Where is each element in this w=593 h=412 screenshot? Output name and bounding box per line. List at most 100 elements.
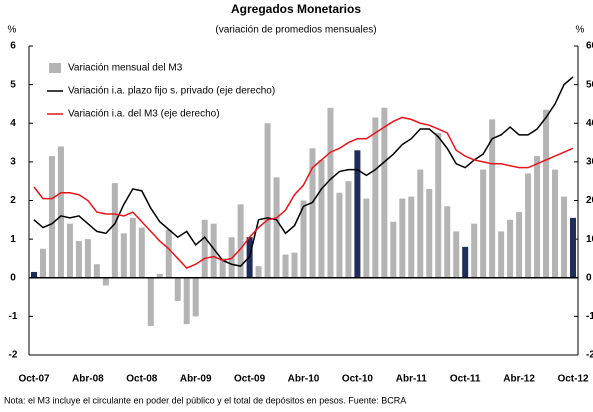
x-tick-label: Abr-09	[180, 374, 212, 385]
y2-tick-label: 60	[586, 41, 593, 52]
x-tick-label: Oct-12	[557, 374, 589, 385]
y2-axis-label: %	[576, 25, 585, 36]
bar	[318, 159, 325, 278]
line-series	[33, 76, 574, 267]
bar	[165, 229, 172, 278]
bar	[255, 266, 262, 278]
bar	[489, 119, 496, 278]
bar	[399, 198, 406, 278]
x-tick-label: Oct-11	[450, 374, 481, 385]
legend-label: Variación i.a. del M3 (eje derecho)	[68, 109, 220, 120]
bar	[300, 200, 307, 278]
legend-label: Variación mensual del M3	[68, 63, 183, 74]
bar	[552, 169, 559, 278]
y2-tick-label: 10	[586, 234, 593, 245]
bar	[93, 264, 100, 278]
legend-swatch	[49, 63, 61, 73]
bar	[282, 254, 289, 278]
y2-tick-label: -20	[586, 350, 593, 361]
bar	[561, 196, 568, 278]
line-series	[33, 116, 574, 269]
bar	[327, 107, 334, 278]
bar	[120, 233, 127, 278]
bar	[48, 156, 55, 278]
bar	[237, 204, 244, 278]
x-tick-label: Abr-11	[396, 374, 428, 385]
y-tick-label: 6	[10, 41, 16, 52]
bar	[534, 156, 541, 278]
bar	[507, 219, 514, 278]
bar	[291, 252, 298, 278]
bar	[39, 248, 46, 278]
x-tick-label: Oct-09	[234, 374, 266, 385]
bar	[66, 223, 73, 278]
y-tick-label: 2	[10, 195, 16, 206]
bar	[453, 231, 460, 278]
bar	[309, 148, 316, 278]
y-tick-label: 3	[10, 157, 16, 168]
bar	[462, 246, 469, 278]
bar	[345, 181, 352, 278]
bar	[381, 107, 388, 278]
bar	[363, 198, 370, 278]
x-tick-label: Oct-08	[126, 374, 158, 385]
bar	[444, 206, 451, 278]
bar	[147, 277, 154, 327]
bar	[570, 217, 576, 278]
bar	[210, 223, 217, 278]
y-tick-label: 1	[10, 234, 16, 245]
footnote: Nota: el M3 incluye el circulante en pod…	[4, 395, 406, 405]
bar	[201, 219, 208, 278]
bar	[264, 123, 271, 278]
y-tick-label: 5	[10, 79, 16, 90]
y-axis-label: %	[8, 25, 17, 36]
y2-tick-label: 0	[586, 272, 592, 283]
y-tick-label: 4	[10, 118, 16, 129]
bar	[390, 221, 397, 278]
y-tick-label: -1	[9, 311, 18, 322]
x-tick-label: Abr-08	[72, 374, 104, 385]
bar	[138, 227, 145, 278]
bar	[84, 239, 91, 278]
bar	[75, 241, 82, 278]
bar	[57, 146, 64, 278]
bar	[408, 196, 415, 278]
bar	[111, 183, 118, 278]
bar	[31, 271, 37, 278]
bar	[372, 117, 379, 278]
bar	[102, 277, 109, 286]
y2-tick-label: -10	[586, 311, 593, 322]
bar	[525, 173, 532, 278]
y2-tick-label: 50	[586, 79, 593, 90]
x-tick-label: Oct-10	[342, 374, 374, 385]
y2-tick-label: 20	[586, 195, 593, 206]
y-tick-label: 0	[10, 272, 16, 283]
chart-title: Agregados Monetarios	[231, 2, 361, 16]
chart-subtitle: (variación de promedios mensuales)	[215, 25, 376, 36]
bar	[498, 231, 505, 278]
bar	[426, 188, 433, 278]
y-tick-label: -2	[9, 350, 18, 361]
x-tick-label: Abr-12	[503, 374, 535, 385]
bar	[129, 217, 136, 278]
bar	[183, 277, 190, 325]
bar	[174, 277, 181, 301]
bar	[156, 273, 163, 278]
bar	[219, 258, 226, 278]
bar	[192, 277, 199, 317]
bar	[273, 177, 280, 278]
bar	[354, 150, 361, 278]
bar	[543, 109, 550, 278]
y2-tick-label: 40	[586, 118, 593, 129]
bar	[417, 169, 424, 278]
x-tick-label: Abr-10	[288, 374, 320, 385]
x-tick-label: Oct-07	[18, 374, 50, 385]
bar	[435, 132, 442, 278]
y2-tick-label: 30	[586, 157, 593, 168]
bar	[336, 192, 343, 278]
bar	[516, 212, 523, 278]
legend-label: Variación i.a. plazo fijo s. privado (ej…	[68, 86, 275, 97]
bar	[471, 223, 478, 278]
bar	[480, 169, 487, 278]
